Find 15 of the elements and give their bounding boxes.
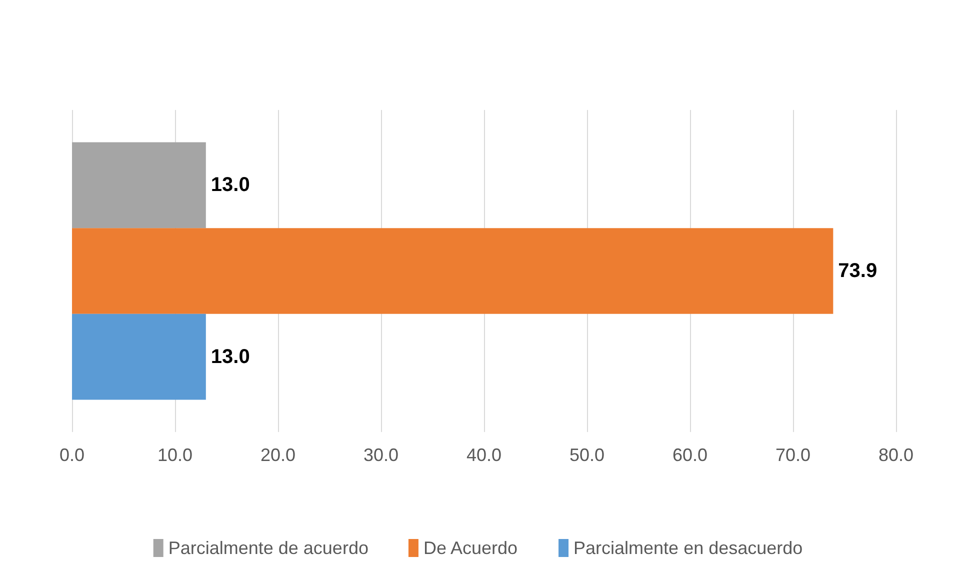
data-label: 13.0 [210,346,250,368]
data-label: 73.9 [838,260,878,282]
x-tick-label: 60.0 [672,445,708,465]
x-tick-label: 30.0 [363,445,399,465]
x-tick-label: 0.0 [59,445,85,465]
x-tick-label: 20.0 [260,445,296,465]
x-tick-label: 80.0 [878,445,914,465]
legend-label: De Acuerdo [423,538,518,558]
data-label: 13.0 [210,174,250,196]
x-tick-label: 70.0 [775,445,811,465]
x-tick-label: 10.0 [157,445,193,465]
legend-label: Parcialmente de acuerdo [168,538,368,558]
x-tick-label: 50.0 [569,445,605,465]
x-tick-label: 40.0 [466,445,502,465]
legend-label: Parcialmente en desacuerdo [574,538,803,558]
